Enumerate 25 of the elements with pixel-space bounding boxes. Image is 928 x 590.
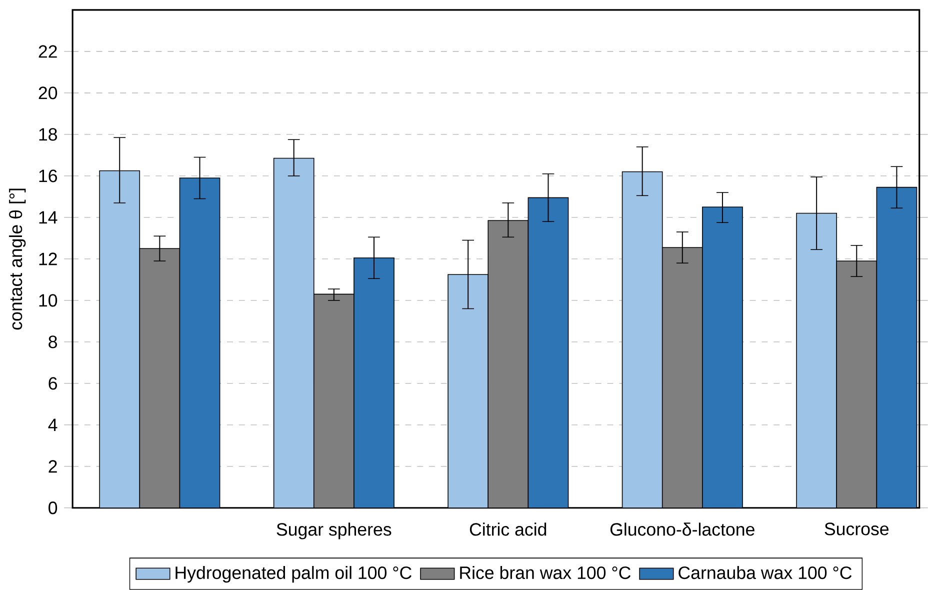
x-tick-label: Sucrose (824, 522, 889, 536)
y-tick-label: 14 (39, 211, 58, 224)
legend-label: Carnauba wax 100 °C (678, 566, 852, 580)
bar (273, 158, 314, 508)
bar (448, 274, 489, 508)
y-tick-label: 4 (48, 418, 58, 432)
y-axis-title: contact angle θ [°] (9, 188, 26, 330)
y-tick-label: 18 (39, 128, 57, 141)
y-tick-label: 0 (48, 502, 58, 514)
bar (796, 212, 837, 508)
y-tick-label: 12 (39, 252, 57, 266)
legend-label: Hydrogenated palm oil 100 °C (176, 566, 412, 583)
bar (99, 170, 140, 508)
x-tick-label: Glucono-δ-lactone (610, 522, 754, 536)
y-tick-label: 6 (48, 377, 57, 390)
y-tick-label: 2 (48, 460, 57, 473)
y-tick-label: 16 (39, 170, 57, 182)
y-tick-label: 20 (38, 86, 58, 100)
x-tick-label: Citric acid (470, 522, 546, 536)
x-tick-label: Sugar spheres (276, 522, 392, 540)
legend-label: Rice bran wax 100 °C (460, 566, 631, 580)
y-tick-label: 22 (38, 45, 57, 58)
y-tick-label: 8 (48, 336, 57, 348)
y-tick-label: 10 (39, 294, 58, 307)
bar (622, 171, 663, 508)
